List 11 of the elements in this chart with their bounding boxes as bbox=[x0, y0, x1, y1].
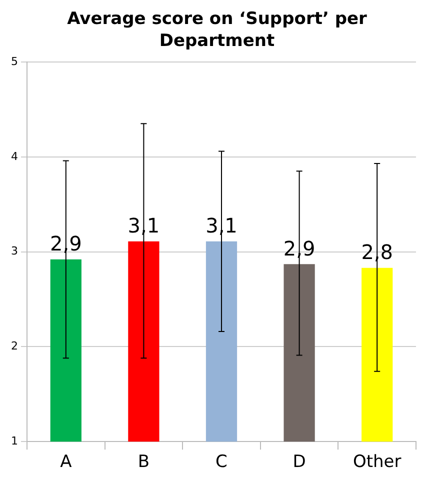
chart-title: Average score on ‘Support’ per Department bbox=[67, 8, 367, 52]
y-tick-label: 4 bbox=[11, 150, 18, 163]
x-tick-label: Other bbox=[352, 452, 402, 472]
x-tick-label: A bbox=[60, 452, 72, 472]
y-tick-label: 5 bbox=[11, 54, 18, 68]
y-tick-label: 3 bbox=[11, 244, 18, 258]
y-tick-label: 2 bbox=[11, 340, 18, 353]
y-tick-label: 1 bbox=[11, 434, 18, 448]
x-tick-label: B bbox=[138, 452, 150, 472]
x-tick-label: D bbox=[292, 452, 306, 472]
x-tick-label: C bbox=[216, 452, 228, 472]
